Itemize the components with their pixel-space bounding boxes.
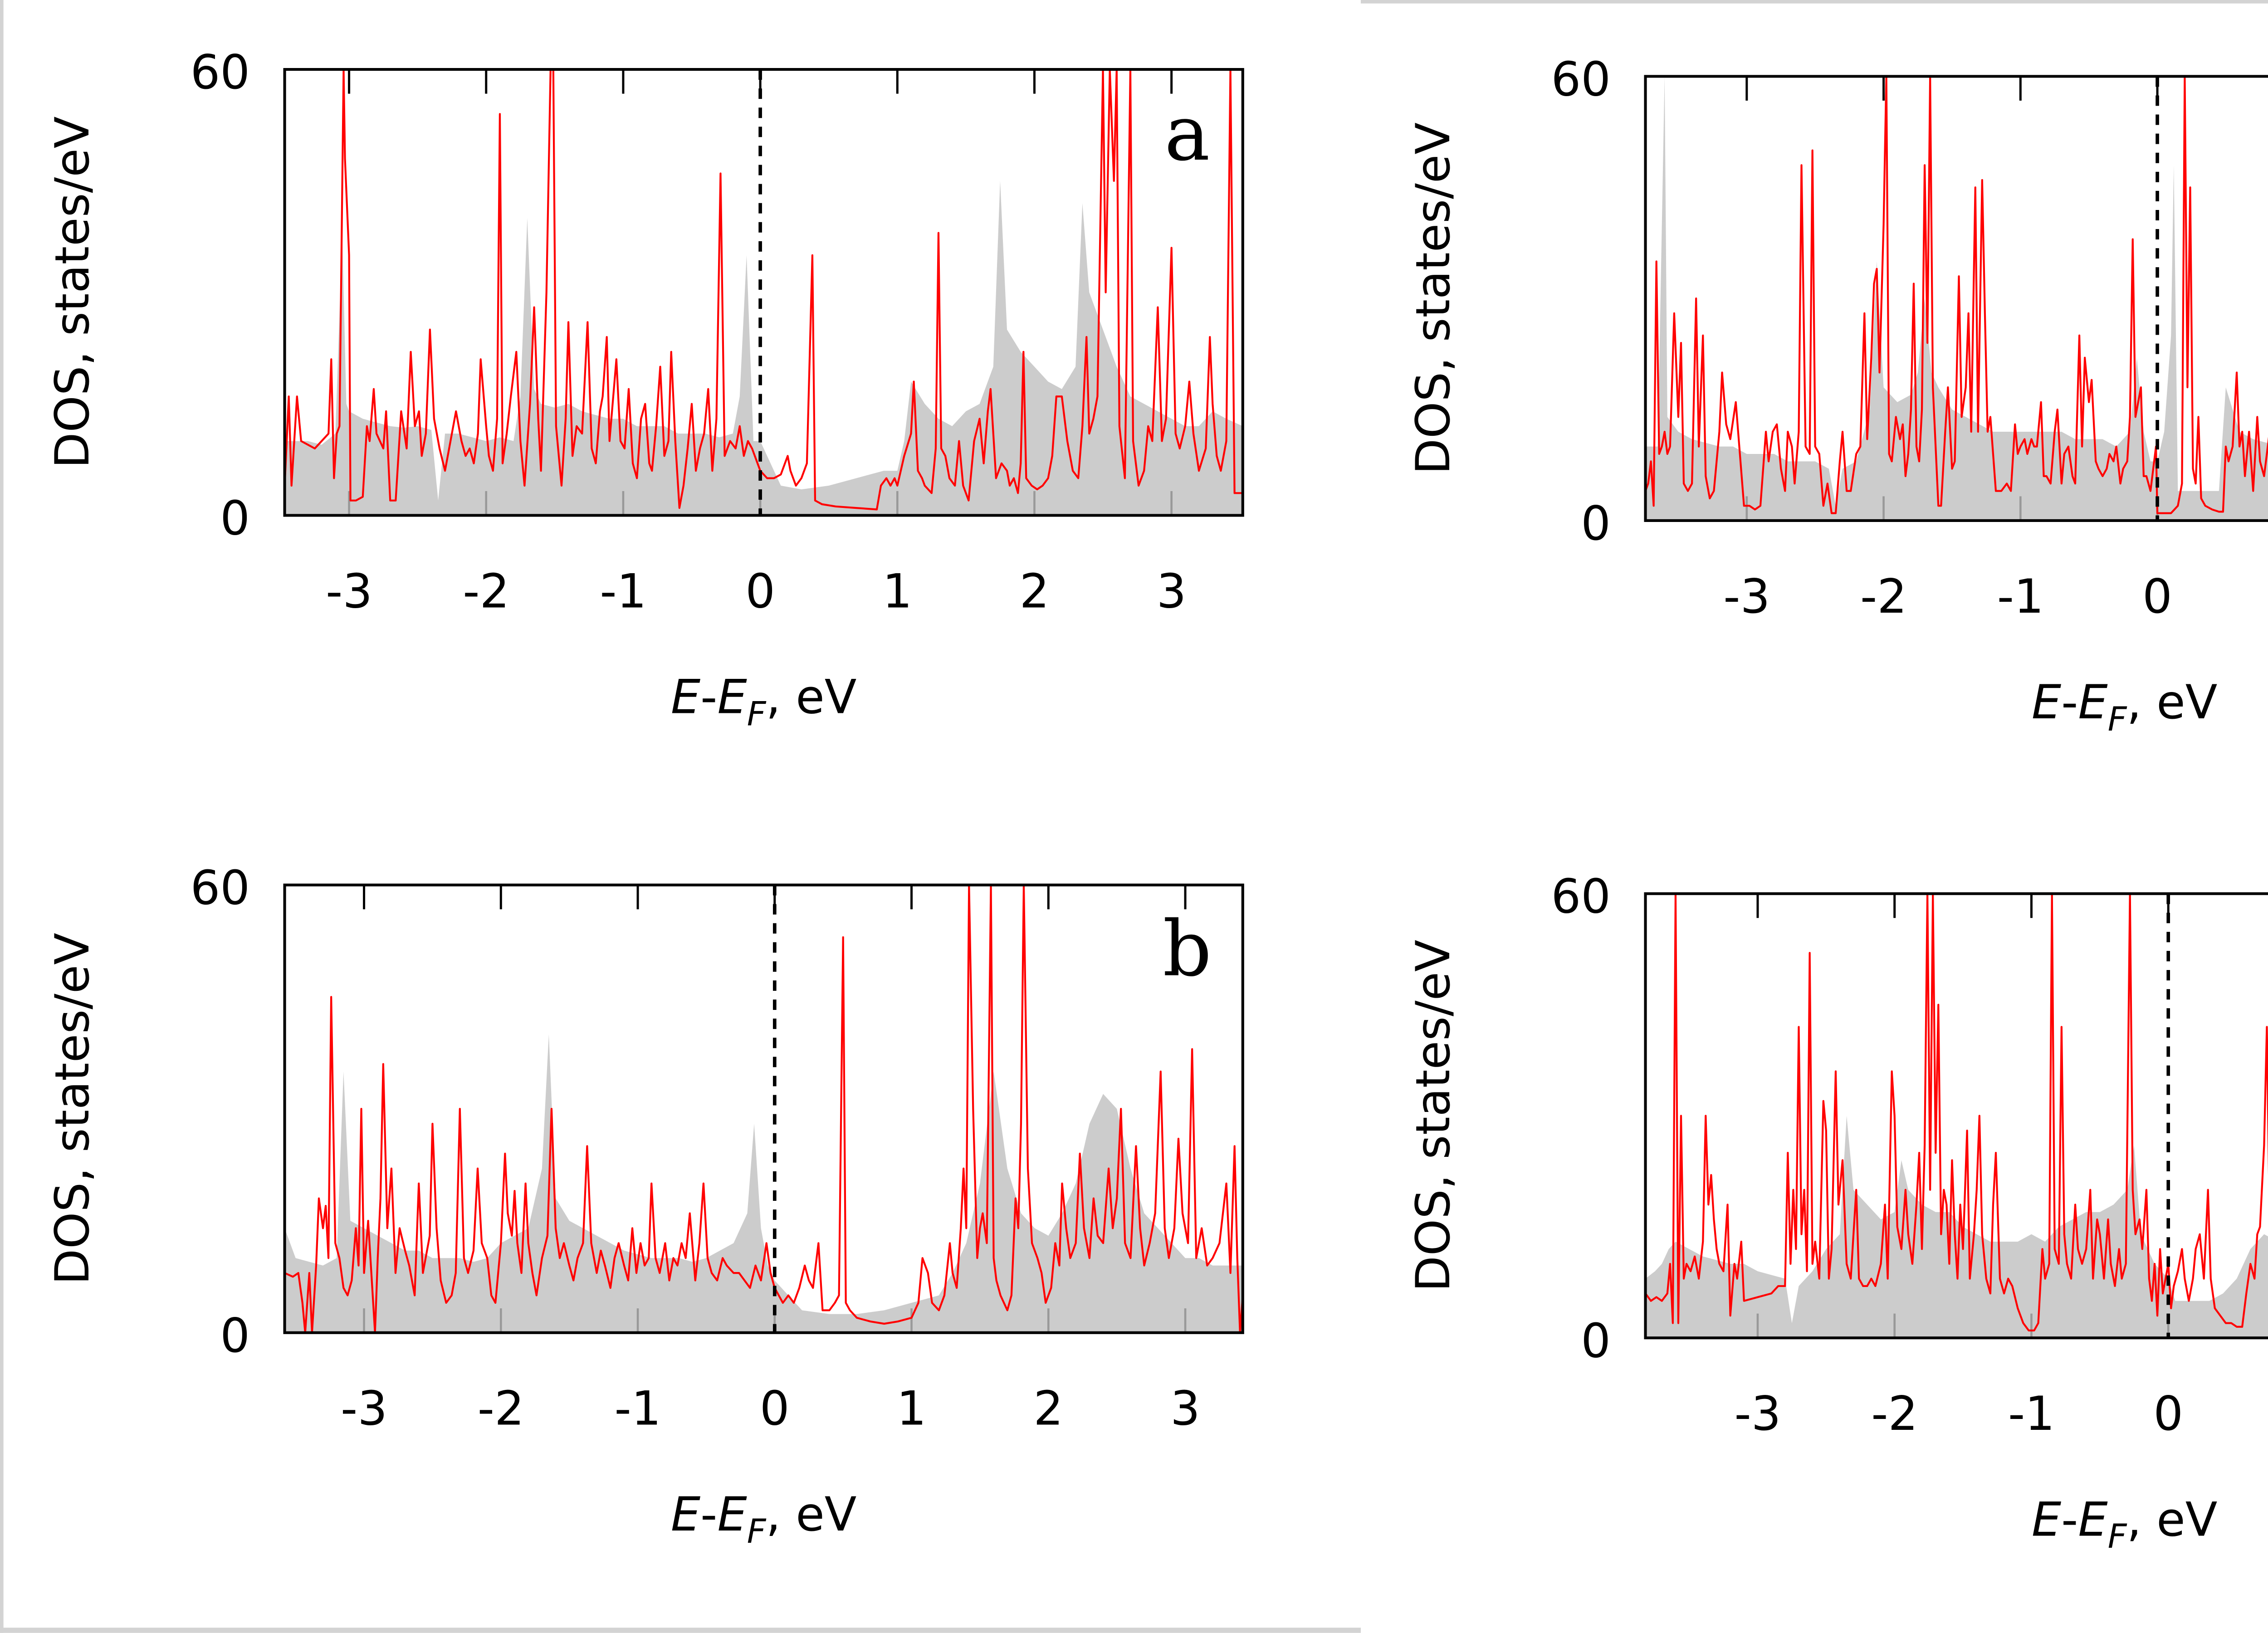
x-tick-label: -1 bbox=[1997, 570, 2044, 624]
top-border-strip bbox=[1360, 0, 2268, 4]
plot-area bbox=[1645, 893, 2268, 1338]
x-tick-label: 0 bbox=[745, 564, 775, 619]
y-tick-label: 60 bbox=[191, 861, 250, 916]
x-tick-label: -2 bbox=[463, 564, 509, 619]
x-tick-label: 1 bbox=[897, 1382, 927, 1436]
x-tick-label: 0 bbox=[2142, 570, 2172, 624]
y-tick-label: 0 bbox=[220, 1309, 250, 1363]
y-axis-label: DOS, states/eV bbox=[45, 933, 100, 1285]
plot-frame bbox=[283, 883, 1244, 1334]
x-axis-label: E-EF, eV bbox=[2032, 1492, 2218, 1556]
total-dos-fill bbox=[284, 1034, 1243, 1333]
x-tick-label: 1 bbox=[882, 564, 912, 619]
x-tick-label: -2 bbox=[478, 1382, 524, 1436]
x-tick-label: -3 bbox=[326, 564, 372, 619]
total-dos-fill bbox=[1645, 76, 2268, 521]
left-border-strip bbox=[0, 0, 4, 1633]
y-axis-label: DOS, states/eV bbox=[45, 116, 100, 468]
y-tick-label: 60 bbox=[1551, 870, 1611, 924]
x-tick-label: -3 bbox=[1723, 570, 1770, 624]
y-axis-label: DOS, states/eV bbox=[1406, 122, 1461, 475]
y-tick-label: 0 bbox=[1581, 1314, 1611, 1368]
y-axis-label: DOS, states/eV bbox=[1406, 940, 1461, 1292]
total-dos-fill bbox=[284, 180, 1243, 516]
x-tick-label: -2 bbox=[1860, 570, 1907, 624]
plot-area bbox=[284, 885, 1243, 1333]
x-tick-label: 2 bbox=[1033, 1382, 1063, 1436]
x-tick-label: 0 bbox=[2153, 1387, 2183, 1441]
plot-area bbox=[1645, 76, 2268, 521]
projected-dos-line bbox=[284, 69, 1243, 511]
bottom-border-strip bbox=[0, 1628, 1361, 1633]
x-tick-label: 3 bbox=[1157, 564, 1187, 619]
y-tick-label: 60 bbox=[191, 45, 250, 100]
x-tick-label: -1 bbox=[600, 564, 646, 619]
projected-dos-line bbox=[1645, 893, 2268, 1331]
panel-label: b bbox=[1163, 904, 1212, 993]
x-tick-label: 2 bbox=[1020, 564, 1050, 619]
projected-dos-line bbox=[1645, 76, 2268, 514]
y-tick-label: 0 bbox=[1581, 497, 1611, 551]
total-dos-fill bbox=[1645, 1116, 2268, 1338]
x-tick-label: -2 bbox=[1871, 1387, 1918, 1441]
dos-panel-b: -3 -2 -1 0 1 2 3 0 60 DOS, states/eV E-EF, eV b bbox=[45, 861, 1244, 1551]
y-tick-label: 60 bbox=[1551, 52, 1611, 107]
panel-label: a bbox=[1164, 89, 1210, 178]
x-tick-label: -3 bbox=[1734, 1387, 1781, 1441]
plot-frame bbox=[283, 68, 1244, 517]
plot-area bbox=[284, 69, 1243, 516]
x-tick-label: -1 bbox=[2008, 1387, 2055, 1441]
x-tick-label: 0 bbox=[760, 1382, 790, 1436]
x-axis-label: E-EF, eV bbox=[2032, 675, 2218, 739]
plot-frame bbox=[1644, 892, 2268, 1340]
projected-dos-line bbox=[284, 885, 1243, 1333]
x-axis-label: E-EF, eV bbox=[671, 670, 857, 734]
plot-frame bbox=[1644, 75, 2268, 522]
dos-panel-a: -3 -2 -1 0 1 2 3 0 60 DOS, states/eV E-EF, eV a bbox=[45, 45, 1244, 734]
x-tick-label: -1 bbox=[615, 1382, 661, 1436]
y-tick-label: 0 bbox=[220, 492, 250, 546]
x-tick-label: -3 bbox=[341, 1382, 387, 1436]
x-tick-label: 3 bbox=[1170, 1382, 1200, 1436]
x-axis-label: E-EF, eV bbox=[671, 1487, 857, 1551]
